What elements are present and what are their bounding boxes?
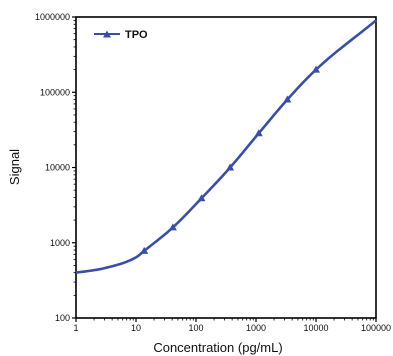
y-tick-label: 100000 [40,87,70,97]
x-tick-label: 100000 [361,323,391,333]
y-tick-label: 1000 [50,238,70,248]
x-tick-label: 1 [73,323,78,333]
series-curve-layer [75,19,377,274]
data-point-marker [283,95,292,103]
legend-label: TPO [125,29,148,41]
x-tick-label: 10000 [303,323,328,333]
data-point-marker [254,129,263,137]
data-point-marker [168,223,177,231]
x-tick-label: 1000 [246,323,266,333]
data-point-marker [197,194,206,202]
data-point-marker [140,246,149,254]
plot-frame [75,16,377,319]
legend-marker-swatch [103,30,111,38]
x-tick-label: 100 [188,323,203,333]
series-line [75,19,377,274]
y-tick-label: 10000 [45,163,70,173]
data-point-marker [312,65,320,73]
y-axis-title: Signal [7,149,22,185]
data-point-marker [226,163,235,171]
x-axis-title: Concentration (pg/mL) [153,340,282,355]
axes: 1 10 100 1000 10000 100000 100 1000 10000 100000 1… [35,12,391,333]
y-tick-label: 1000000 [35,12,70,22]
x-tick-label: 10 [131,323,141,333]
y-tick-label: 100 [55,313,70,323]
series-marker-layer [140,65,320,254]
legend: TPO [94,29,148,41]
